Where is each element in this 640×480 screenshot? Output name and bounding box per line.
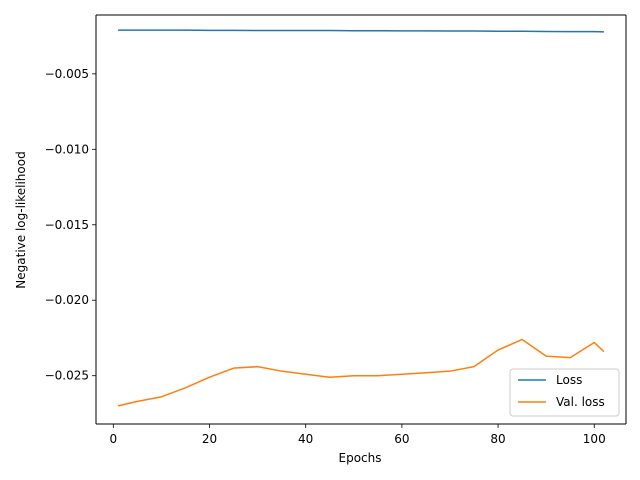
series-layer [117, 29, 605, 407]
ticks-layer: 0 20 40 60 80 100 −0.005 −0.010 −0.015 −0.020 −0.0… [45, 67, 606, 446]
x-tick-label: 20 [202, 432, 217, 446]
x-tick-label: 100 [583, 432, 606, 446]
x-tick-label: 0 [109, 432, 117, 446]
legend: Loss Val. loss [509, 368, 620, 417]
plot-area [96, 15, 626, 424]
series-line-loss [118, 29, 604, 33]
y-tick-label: −0.025 [45, 369, 89, 383]
axes-layer [95, 14, 627, 425]
y-tick-label: −0.010 [45, 142, 89, 156]
x-tick-label: 80 [490, 432, 505, 446]
series-line-val-loss [117, 338, 605, 407]
y-tick-label: −0.005 [45, 67, 89, 81]
legend-label-val-loss: Val. loss [556, 395, 605, 409]
x-tick-label: 40 [298, 432, 313, 446]
legend-label-loss: Loss [556, 373, 582, 387]
y-axis-title: Negative log-likelihood [14, 151, 28, 288]
x-axis-title: Epochs [339, 451, 382, 465]
y-tick-label: −0.020 [45, 293, 89, 307]
y-tick-label: −0.015 [45, 218, 89, 232]
x-tick-label: 60 [394, 432, 409, 446]
